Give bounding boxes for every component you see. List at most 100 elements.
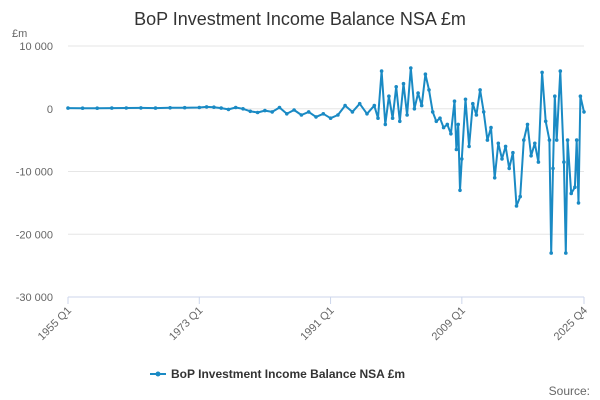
data-point: 2022 Q1: -5000 [554,138,559,142]
data-point: 2016 Q3: -15500 [514,204,519,208]
y-tick-label: -20 000 [16,229,53,241]
data-point: 1955 Q1: 100 [66,106,70,110]
data-point: 2003 Q1: 2500 [416,91,420,95]
data-point: 1988 Q1: -500 [306,110,311,114]
data-point: 2007 Q1: -2500 [445,122,450,127]
data-point: 1995 Q1: 800 [357,101,362,106]
data-point: 1973 Q1: 200 [197,105,202,110]
data-point: 2018 Q3: -7500 [529,154,533,158]
data-point: 2009 Q3: 1500 [463,97,468,102]
data-point: 2012 Q1: -500 [481,110,486,114]
data-point: 1967 Q1: 100 [153,106,158,110]
x-tick-label: 2025 Q4 [552,305,590,343]
legend[interactable]: BoP Investment Income Balance NSA £m [150,367,405,381]
data-point: 2016 Q1: -7000 [511,150,515,155]
data-point: 2021 Q2: -23000 [549,251,553,255]
data-point: 1997 Q1: 500 [372,103,377,108]
series-line [67,67,585,255]
data-point: 2013 Q3: -11000 [492,176,497,180]
data-point: 2007 Q3: -4000 [449,132,453,136]
data-point: 1996 Q1: -800 [365,112,369,116]
y-tick-label: 0 [47,104,53,116]
data-point: 2015 Q3: -9500 [507,166,512,171]
data-point: 1986 Q1: -200 [292,108,296,112]
data-point: 2002 Q1: 6500 [409,66,413,70]
y-tick-label: -30 000 [16,292,53,304]
data-point: 2014 Q3: -8000 [500,157,504,161]
gridlines [68,45,584,235]
data-point: 2025 Q4: -500 [582,110,586,114]
data-point: 1989 Q1: -1300 [314,115,318,119]
data-point: 2015 Q1: -6000 [503,144,508,149]
legend-label: BoP Investment Income Balance NSA £m [171,367,405,381]
data-point: 2023 Q3: -5000 [565,138,570,142]
data-point: 1978 Q1: 200 [233,105,238,110]
data-point: 2008 Q4: -13000 [458,188,462,193]
data-point: 1994 Q1: -500 [350,110,355,114]
data-point: 1963 Q1: 120 [124,106,129,110]
data-point: 1990 Q1: -800 [321,112,326,116]
data-point: 1985 Q1: -800 [285,112,289,116]
data-point: 2024 Q3: -12500 [573,185,577,189]
data-point: 1998 Q3: -2500 [383,122,388,127]
data-point: 1983 Q1: -500 [270,110,275,114]
data-point: 2021 Q3: -9500 [551,166,555,171]
data-point: 2009 Q1: -8000 [460,157,464,161]
data-point: 1982 Q1: -300 [263,108,267,113]
y-tick-label: 10 000 [19,41,53,53]
data-point: 2025 Q1: -15000 [576,201,581,205]
data-point: 2018 Q1: -2500 [525,122,530,127]
data-point: 1981 Q1: -600 [255,110,260,115]
data-point: 2022 Q3: 6000 [558,69,563,73]
x-tick-label: 1955 Q1 [36,305,74,343]
data-point: 2017 Q3: -5000 [522,138,526,142]
data-point: 1998 Q1: 6000 [379,69,384,73]
data-point: 1959 Q1: 90 [95,106,99,110]
data-point: 1974 Q1: 300 [204,105,209,109]
data-point: 1957 Q1: 80 [80,106,85,110]
x-tick-label: 1991 Q1 [298,305,336,343]
data-point: 2012 Q3: -5000 [485,138,490,142]
y-axis-unit-label: £m [12,28,27,40]
data-point: 1971 Q1: 160 [182,105,187,110]
data-point: 2005 Q1: -500 [430,110,435,114]
data-point: 2021 Q1: -5000 [547,138,552,142]
x-tick-label: 1973 Q1 [167,305,205,343]
data-point: 2023 Q1: -8500 [562,160,566,164]
data-point: 2004 Q1: 5500 [423,72,428,76]
y-axis-tick-labels: 10 000 0 -10 000 -20 000 -30 000 [16,41,53,304]
data-point: 2019 Q1: -5500 [533,141,537,146]
data-point: 1999 Q3: -1500 [390,116,395,120]
data-point: 1991 Q1: -1500 [328,116,333,120]
data-point: 1979 Q1: 0 [241,107,245,111]
data-point: 2023 Q2: -23000 [564,251,568,255]
data-point: 1980 Q1: -400 [248,109,253,114]
x-axis: 1955 Q1 1973 Q1 1991 Q1 2009 Q1 2025 Q4 [36,296,590,343]
x-tick-label: 2009 Q1 [430,305,468,343]
data-point: 1965 Q1: 130 [139,106,143,110]
data-point: 2024 Q1: -13500 [569,191,573,196]
data-point: 1997 Q3: -1500 [376,116,380,120]
data-point: 2001 Q1: 4000 [401,81,406,86]
data-point: 1993 Q1: 500 [343,103,347,108]
y-tick-label: -10 000 [16,167,53,179]
data-point: 2014 Q1: -5500 [496,141,501,146]
data-point: 1977 Q1: -100 [226,107,231,112]
